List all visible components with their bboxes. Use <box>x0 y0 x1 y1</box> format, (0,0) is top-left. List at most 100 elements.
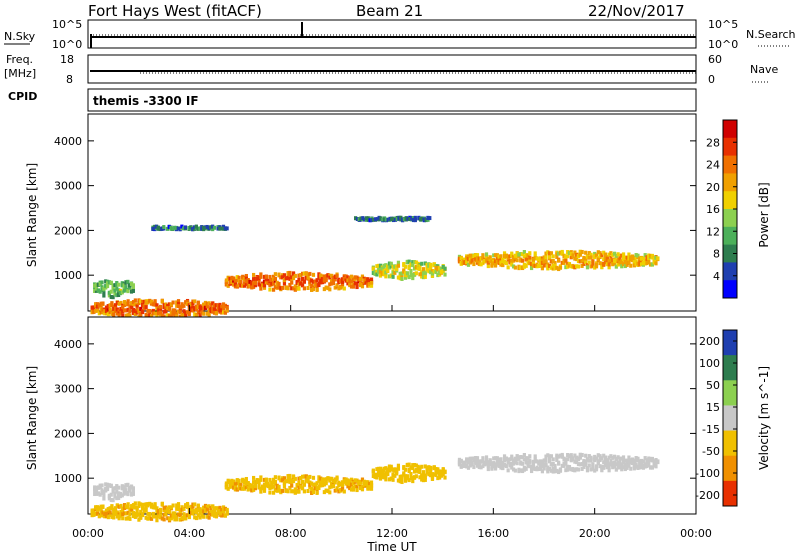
power-cell <box>576 259 581 264</box>
velocity-cell <box>300 479 305 484</box>
velocity-cell <box>180 507 184 512</box>
noise-panel: N.Sky 10^5 10^0 10^5 10^0 N.Search <box>4 18 796 51</box>
power-cell <box>526 258 530 263</box>
power-cell <box>393 270 397 275</box>
power-cell <box>457 259 462 264</box>
power-cell <box>638 256 642 261</box>
velocity-cell <box>405 474 409 479</box>
velocity-cell <box>416 465 420 470</box>
velocity-cell <box>634 458 638 463</box>
power-cell <box>194 307 199 312</box>
power-cell <box>97 311 101 316</box>
power-cell <box>164 304 168 309</box>
velocity-cell <box>620 467 624 472</box>
velocity-cell <box>412 463 417 468</box>
nsky-tick-bottom: 10^0 <box>52 38 82 51</box>
velocity-cell <box>241 477 245 482</box>
power-cell <box>611 262 615 267</box>
velocity-cell <box>273 488 277 493</box>
power-cell <box>416 266 420 271</box>
velocity-cell <box>582 464 586 469</box>
velocity-cell <box>362 481 366 486</box>
power-cell <box>115 286 119 291</box>
power-cell <box>429 270 433 275</box>
velocity-cell <box>384 477 388 482</box>
velocity-cell <box>396 466 401 471</box>
velocity-cell <box>239 486 243 491</box>
power-cell <box>104 311 109 316</box>
velocity-cell <box>288 479 292 484</box>
power-cell <box>484 252 489 257</box>
velocity-cell <box>106 509 110 514</box>
velocity-cell <box>110 514 114 519</box>
power-cell <box>405 273 409 278</box>
power-cell <box>548 254 552 259</box>
velocity-cell <box>119 513 123 518</box>
velocity-cell <box>133 511 137 516</box>
velocity-cell <box>337 483 341 488</box>
velocity-cell <box>122 486 126 491</box>
power-cell <box>549 259 554 264</box>
power-cell <box>102 289 106 294</box>
power-cell <box>645 261 649 266</box>
velocity-cell <box>117 504 121 509</box>
velocity-cell <box>529 469 534 474</box>
velocity-cell <box>131 510 136 515</box>
power-cell <box>398 271 402 276</box>
power-cell <box>167 307 172 312</box>
power-colorbar-swatch <box>723 244 737 263</box>
power-cell <box>300 283 305 288</box>
power-cell <box>162 225 166 230</box>
velocity-cell <box>212 513 217 518</box>
velocity-cell <box>160 516 164 521</box>
power-cell <box>212 225 217 230</box>
power-cell <box>320 274 325 279</box>
power-cell <box>627 260 631 265</box>
velocity-cell <box>499 463 503 468</box>
velocity-cell <box>499 465 503 470</box>
velocity-cell <box>584 459 588 464</box>
power-cell <box>317 272 321 277</box>
power-cell <box>387 261 392 266</box>
velocity-cell <box>103 512 107 517</box>
velocity-cell <box>248 482 252 487</box>
power-cell <box>584 250 588 255</box>
velocity-cell <box>209 512 213 517</box>
power-cell <box>221 302 226 307</box>
velocity-cell <box>270 480 274 485</box>
power-cell <box>582 261 586 266</box>
power-cell <box>295 280 299 285</box>
velocity-cell <box>324 488 328 493</box>
freq-label-line1: Freq. <box>6 53 33 66</box>
power-cell <box>319 273 323 278</box>
velocity-cell <box>564 461 568 466</box>
power-cell <box>369 280 374 285</box>
velocity-cell <box>257 478 261 483</box>
velocity-cell <box>625 458 629 463</box>
power-cell <box>115 311 119 316</box>
power-cell <box>528 255 532 260</box>
velocity-cell <box>246 487 250 492</box>
velocity-cell <box>531 464 535 469</box>
power-cell <box>302 271 307 276</box>
power-cell <box>475 253 480 258</box>
velocity-cell <box>94 489 99 494</box>
velocity-cell <box>266 481 270 486</box>
power-cell <box>191 308 195 313</box>
velocity-cell <box>533 467 537 472</box>
power-cell <box>113 283 117 288</box>
velocity-cell <box>299 484 303 489</box>
velocity-cell <box>620 456 624 461</box>
velocity-cell <box>594 465 599 470</box>
velocity-cell <box>457 459 462 464</box>
power-cell <box>101 307 105 312</box>
y-tick-label: 2000 <box>54 427 82 440</box>
velocity-cell <box>308 482 312 487</box>
velocity-cell <box>614 467 618 472</box>
power-cell <box>614 253 618 258</box>
velocity-cell <box>171 503 175 508</box>
power-cell <box>400 271 404 276</box>
power-cell <box>645 255 649 260</box>
velocity-cell <box>468 459 472 464</box>
velocity-cell <box>609 461 613 466</box>
